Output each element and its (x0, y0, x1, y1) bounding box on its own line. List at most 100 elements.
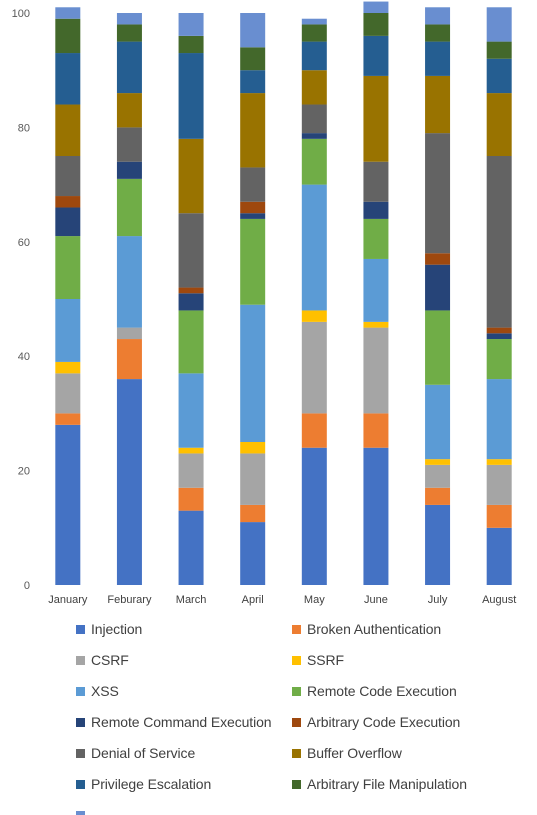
bar-segment (55, 361, 81, 374)
bar-segment (486, 156, 512, 328)
x-tick-label: April (242, 594, 264, 606)
y-tick-label: 40 (18, 351, 30, 363)
legend-swatch (76, 810, 85, 815)
bar-segment (301, 447, 327, 585)
bar-segment (301, 133, 327, 139)
x-tick-label: July (428, 594, 448, 606)
legend-item: Broken Authentication (292, 620, 441, 638)
bar-segment (363, 413, 389, 448)
legend-item: Arbitrary Code Execution (292, 713, 460, 731)
y-tick-label: 0 (24, 580, 30, 592)
bar-segment (55, 104, 81, 156)
bar-segment (363, 13, 389, 36)
chart-legend: Injection Broken Authentication CSRF SSRF XS… (76, 620, 537, 815)
bar-segment (363, 1, 389, 14)
bar-segment (363, 447, 389, 585)
bar-segment (55, 7, 81, 19)
bar-segment (425, 384, 451, 460)
bar-segment (425, 464, 451, 488)
bar-segment (486, 504, 512, 528)
bar-segment (425, 504, 451, 585)
legend-item: Privilege Escalation (76, 775, 211, 793)
bar-segment (178, 293, 204, 311)
legend-swatch (292, 655, 301, 665)
legend-swatch (76, 779, 85, 789)
bar-segment (486, 7, 512, 42)
bar-segment (178, 447, 204, 454)
bar-segment (178, 453, 204, 488)
legend-label: Arbitrary Code Execution (307, 714, 461, 730)
legend-swatch (292, 717, 301, 727)
bar-segment (363, 218, 389, 259)
bar-segment (55, 196, 81, 208)
y-tick-label: 60 (18, 237, 30, 249)
bar-segment (240, 13, 266, 48)
legend-item: Denial of Service (76, 744, 195, 762)
legend-swatch (292, 686, 301, 696)
bar-segment (301, 41, 327, 71)
legend-label: Broken Authentication (307, 621, 442, 637)
bar-segment (240, 504, 266, 523)
bar-segment (425, 7, 451, 25)
bar-segment (301, 104, 327, 134)
bar-stack (486, 7, 512, 585)
bar-segment (240, 213, 266, 219)
bar-segment (240, 167, 266, 202)
legend-item (76, 806, 91, 815)
legend-item: Arbitrary File Manipulation (292, 775, 467, 793)
bar-segment (178, 373, 204, 448)
legend-swatch (292, 748, 301, 758)
bar-segment (178, 13, 204, 36)
bar-segment (363, 75, 389, 162)
bar-segment (301, 184, 327, 311)
bar-segment (178, 35, 204, 54)
bar-segment (486, 527, 512, 585)
legend-label: Buffer Overflow (307, 745, 402, 761)
bar-segment (363, 35, 389, 76)
bar-segment (363, 327, 389, 414)
bar-segment (425, 310, 451, 385)
bar-segment (486, 327, 512, 334)
bar-segment (301, 138, 327, 185)
legend-label: Injection (91, 621, 143, 637)
bar-segment (55, 373, 81, 414)
legend-swatch (76, 624, 85, 634)
legend-label: Denial of Service (91, 745, 196, 761)
bar-segment (425, 487, 451, 505)
x-tick-label: March (176, 594, 207, 606)
bar-segment (486, 459, 512, 465)
bar-stack (301, 18, 327, 585)
bar-segment (240, 442, 266, 454)
bar-segment (301, 321, 327, 414)
legend-item: SSRF (292, 651, 344, 669)
bar-segment (425, 24, 451, 42)
legend-swatch (292, 624, 301, 634)
y-tick-label: 80 (18, 122, 30, 134)
bar-segment (116, 41, 142, 94)
legend-label: CSRF (91, 652, 129, 668)
bar-segment (116, 24, 142, 42)
y-tick-label: 100 (12, 8, 30, 20)
bar-segment (425, 253, 451, 265)
bar-segment (55, 299, 81, 362)
bar-stack (178, 13, 204, 585)
bar-segment (486, 333, 512, 340)
y-tick-label: 20 (18, 466, 30, 478)
bar-segment (363, 321, 389, 328)
bar-segment (363, 201, 389, 219)
bar-segment (425, 41, 451, 76)
bar-segment (178, 138, 204, 214)
legend-label: Remote Command Execution (91, 714, 272, 730)
bar-segment (55, 207, 81, 237)
bar-segment (178, 487, 204, 511)
bar-segment (116, 327, 142, 340)
bar-stack (363, 1, 389, 585)
bar-segment (486, 339, 512, 380)
bar-segment (240, 304, 266, 442)
legend-swatch (292, 779, 301, 789)
bar-segment (425, 264, 451, 311)
x-tick-label: June (364, 594, 388, 606)
bar-segment (116, 13, 142, 25)
bar-segment (55, 413, 81, 425)
bar-segment (240, 47, 266, 71)
